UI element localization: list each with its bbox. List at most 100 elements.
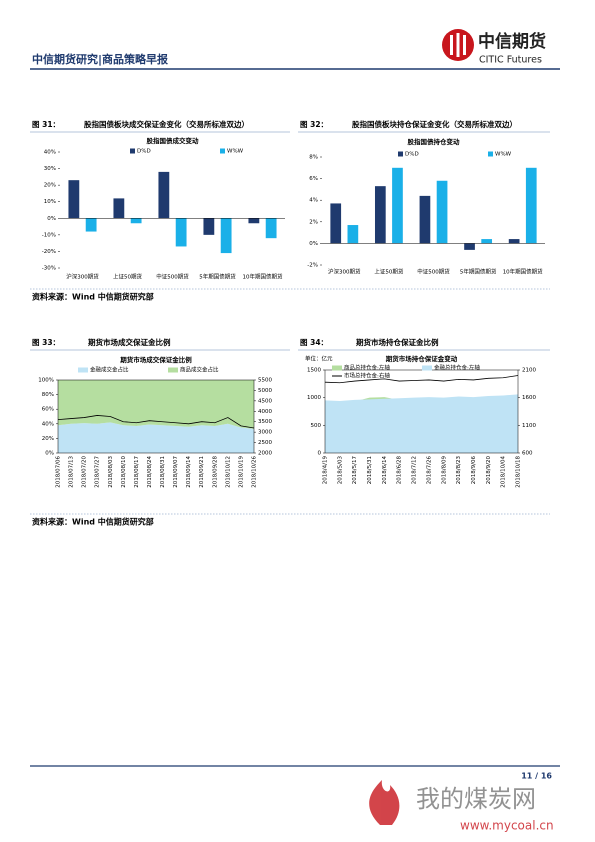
y2-tick-label: 1100 — [522, 423, 536, 429]
logo-bar — [450, 35, 453, 55]
legend-swatch — [398, 151, 403, 157]
x-tick-label: 2018/7/12 — [412, 456, 418, 484]
figure-caption: 股指国债板块成交保证金变化（交易所标准双边） — [84, 119, 249, 129]
y-tick-label: -20% — [42, 249, 56, 255]
y2-tick-label: 1600 — [522, 395, 536, 401]
logo-en: CITIC Futures — [479, 55, 542, 66]
legend-label: D%D — [137, 149, 151, 155]
bar — [220, 218, 232, 254]
y2-tick-label: 5000 — [258, 388, 272, 394]
y-tick-label: 20% — [42, 436, 54, 442]
x-tick-label: 中证500期货 — [156, 273, 189, 281]
watermark-title: 我的煤炭网 — [416, 785, 536, 813]
y-tick-label: 40% — [44, 150, 56, 156]
watermark-url: www.mycoal.cn — [460, 819, 554, 833]
x-tick-label: 2018/9/20 — [486, 456, 492, 485]
area — [58, 422, 254, 453]
x-tick-label: 中证500期货 — [417, 268, 450, 276]
bar — [374, 186, 386, 244]
bar — [481, 239, 493, 244]
bar — [85, 218, 97, 232]
legend-swatch — [78, 367, 88, 373]
bar — [436, 180, 448, 244]
chart-title: 期货市场成交保证金比例 — [120, 355, 192, 364]
figure-number: 图 32： — [300, 120, 328, 129]
x-tick-label: 2018/08/03 — [108, 456, 114, 488]
x-tick-label: 2018/7/26 — [426, 456, 432, 485]
x-tick-label: 2018/5/03 — [337, 456, 343, 485]
x-tick-label: 2018/08/10 — [121, 456, 127, 488]
bar — [130, 218, 142, 224]
x-tick-label: 2018/08/24 — [147, 456, 153, 488]
y-tick-label: 60% — [42, 407, 54, 413]
x-tick-label: 2018/8/23 — [456, 456, 462, 485]
logo-bar — [463, 35, 466, 55]
x-tick-label: 2018/10/12 — [225, 456, 231, 488]
x-tick-label: 上证50期货 — [374, 268, 403, 276]
y-tick-label: 0% — [45, 451, 54, 457]
x-tick-label: 沪深300期货 — [328, 268, 361, 276]
x-tick-label: 2018/09/07 — [173, 456, 179, 488]
y-tick-label: 30% — [44, 166, 56, 172]
x-tick-label: 5年期国债期货 — [199, 273, 236, 281]
bar — [203, 218, 215, 235]
bar — [525, 167, 537, 244]
figure-number: 图 31： — [32, 120, 60, 129]
x-tick-label: 2018/8/09 — [441, 456, 447, 485]
figure-number: 图 34： — [300, 338, 328, 347]
x-tick-label: 2018/08/17 — [134, 456, 140, 488]
x-tick-label: 2018/5/31 — [367, 456, 373, 484]
legend-label: W%W — [227, 149, 244, 155]
y-tick-label: 0 — [318, 451, 322, 457]
legend-label: 金融总持仓金:左轴 — [434, 364, 480, 372]
y-tick-label: 8% — [309, 155, 318, 161]
bar — [464, 243, 475, 250]
y-tick-label: 500 — [311, 423, 322, 429]
bar — [248, 218, 260, 224]
x-tick-label: 2018/09/21 — [199, 456, 205, 488]
y2-tick-label: 4000 — [258, 409, 272, 415]
legend-swatch — [220, 148, 225, 154]
source-note: 资料来源：Wind 中信期货研究部 — [32, 292, 154, 302]
y-tick-label: -2% — [307, 263, 318, 269]
bar — [265, 218, 277, 239]
bar — [113, 198, 125, 219]
y-tick-label: 40% — [42, 421, 54, 427]
unit-label: 单位：亿元 — [305, 355, 333, 363]
legend-swatch — [168, 367, 178, 373]
legend-label: 商品总持仓金:左轴 — [344, 364, 390, 372]
y2-tick-label: 2500 — [258, 440, 272, 446]
legend-label: 市场总持仓金:右轴 — [344, 372, 390, 380]
area — [325, 394, 518, 453]
logo-cn: 中信期货 — [478, 31, 546, 52]
legend-swatch — [130, 148, 135, 154]
source-note: 资料来源：Wind 中信期货研究部 — [32, 517, 154, 527]
x-tick-label: 2018/9/06 — [471, 456, 477, 485]
x-tick-label: 2018/09/14 — [186, 456, 192, 488]
line — [324, 375, 519, 384]
line — [57, 415, 255, 429]
x-tick-label: 2018/10/18 — [516, 456, 522, 488]
x-tick-label: 2018/6/14 — [382, 456, 388, 485]
watermark: 我的煤炭网 www.mycoal.cn — [369, 780, 554, 833]
y2-tick-label: 3000 — [258, 430, 272, 436]
figure-number: 图 33： — [32, 338, 60, 347]
y2-tick-label: 5500 — [258, 378, 272, 384]
bar — [419, 195, 431, 244]
y2-tick-label: 2000 — [258, 451, 272, 457]
y-tick-label: 2% — [309, 219, 318, 225]
y-tick-label: -30% — [42, 266, 56, 272]
y2-tick-label: 600 — [522, 451, 533, 457]
legend-label: 金融成交金占比 — [90, 366, 129, 374]
logo-bar — [456, 33, 460, 57]
x-tick-label: 2018/07/20 — [82, 456, 88, 488]
legend-swatch — [488, 151, 493, 157]
y-tick-label: 20% — [44, 183, 56, 189]
y-tick-label: 1500 — [307, 368, 321, 374]
bar — [158, 171, 170, 219]
y-tick-label: 4% — [309, 198, 318, 204]
legend-swatch — [332, 365, 342, 371]
area — [58, 380, 254, 429]
x-tick-label: 2018/07/27 — [95, 456, 101, 488]
x-tick-label: 2018/10/26 — [252, 456, 258, 488]
